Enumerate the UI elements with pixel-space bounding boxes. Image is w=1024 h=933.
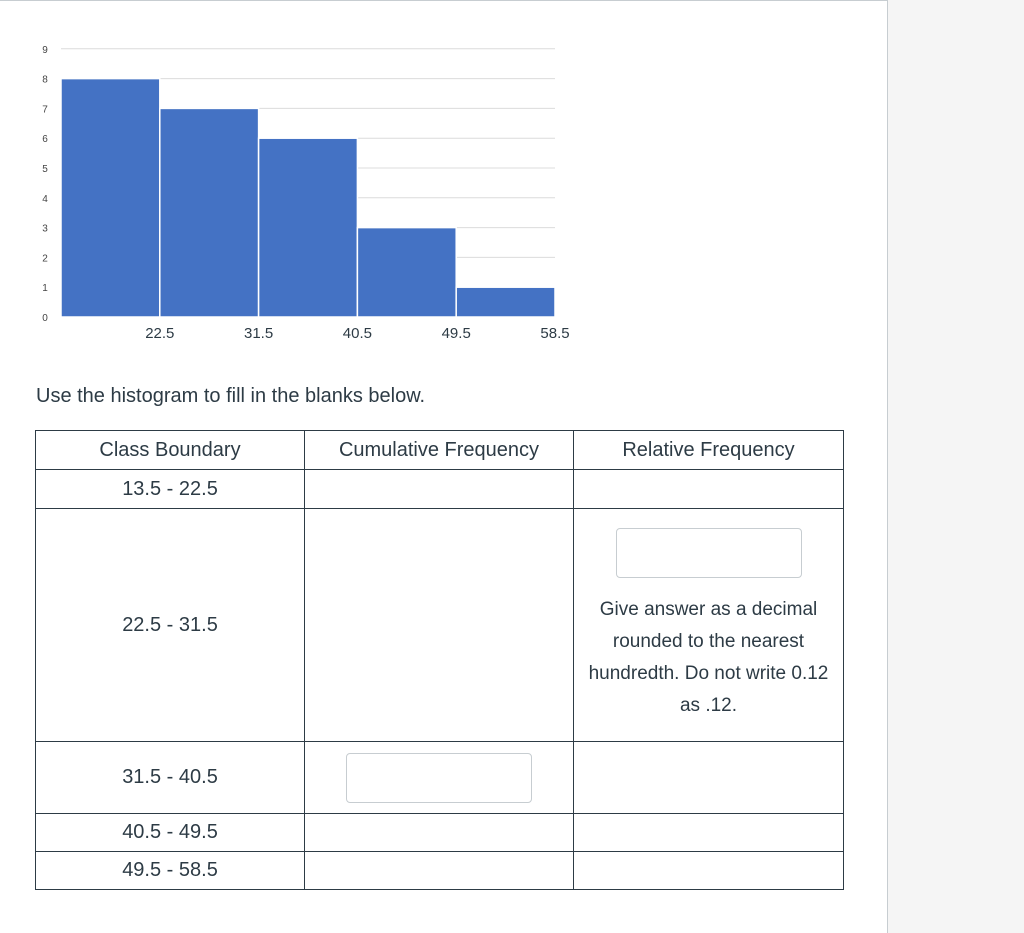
y-tick-label: 1 bbox=[42, 283, 48, 294]
x-tick-label: 31.5 bbox=[244, 325, 273, 342]
cumulative-frequency-cell bbox=[304, 469, 574, 509]
y-tick-label: 9 bbox=[42, 45, 48, 56]
x-tick-label: 40.5 bbox=[343, 325, 372, 342]
relative-frequency-cell bbox=[573, 741, 844, 814]
table-row: 22.5 - 31.5 Give answer as a decimal rou… bbox=[35, 508, 844, 742]
answer-hint: Give answer as a decimal rounded to the … bbox=[588, 599, 829, 716]
x-tick-label: 49.5 bbox=[442, 325, 471, 342]
histogram-bar bbox=[60, 77, 161, 318]
frequency-table: Class Boundary Cumulative Frequency Rela… bbox=[35, 430, 844, 890]
relative-frequency-cell bbox=[573, 469, 844, 509]
y-tick-label: 6 bbox=[42, 134, 48, 145]
histogram-bar bbox=[257, 137, 359, 318]
y-tick-label: 0 bbox=[42, 313, 48, 324]
y-tick-label: 2 bbox=[42, 253, 48, 264]
y-tick-label: 5 bbox=[42, 164, 48, 175]
header-cumulative-frequency: Cumulative Frequency bbox=[304, 430, 574, 470]
cumulative-frequency-cell bbox=[304, 813, 574, 852]
instructions-text: Use the histogram to fill in the blanks … bbox=[36, 385, 426, 407]
relative-frequency-cell bbox=[573, 851, 844, 890]
histogram-bar bbox=[159, 107, 260, 318]
histogram-bar bbox=[356, 226, 457, 318]
table-row: 40.5 - 49.5 bbox=[35, 813, 844, 852]
question-panel: 0 1 2 3 4 5 6 7 8 9 22.5 31.5 40.5 49.5 58.5 Use the … bbox=[0, 0, 888, 933]
y-tick-label: 4 bbox=[42, 194, 48, 205]
cumulative-frequency-cell bbox=[304, 508, 574, 742]
table-header-row: Class Boundary Cumulative Frequency Rela… bbox=[35, 430, 844, 470]
table-row: 49.5 - 58.5 bbox=[35, 851, 844, 890]
class-boundary-cell: 49.5 - 58.5 bbox=[35, 851, 305, 890]
cumulative-frequency-cell bbox=[304, 851, 574, 890]
y-tick-label: 3 bbox=[42, 224, 48, 235]
x-tick-label: 58.5 bbox=[540, 325, 569, 342]
class-boundary-cell: 13.5 - 22.5 bbox=[35, 469, 305, 509]
class-boundary-cell: 40.5 - 49.5 bbox=[35, 813, 305, 852]
cumulative-frequency-input[interactable] bbox=[346, 752, 532, 803]
class-boundary-cell: 22.5 - 31.5 bbox=[35, 508, 305, 742]
histogram-chart: 0 1 2 3 4 5 6 7 8 9 22.5 31.5 40.5 49.5 58.5 bbox=[42, 45, 569, 342]
table-row: 13.5 - 22.5 bbox=[35, 469, 844, 509]
relative-frequency-cell: Give answer as a decimal rounded to the … bbox=[573, 508, 844, 742]
class-boundary-cell: 31.5 - 40.5 bbox=[35, 741, 305, 814]
header-relative-frequency: Relative Frequency bbox=[573, 430, 844, 470]
relative-frequency-input[interactable] bbox=[615, 528, 802, 578]
histogram-bar bbox=[455, 286, 556, 318]
table-row: 31.5 - 40.5 bbox=[35, 741, 844, 814]
y-tick-label: 7 bbox=[42, 104, 48, 115]
relative-frequency-cell bbox=[573, 813, 844, 852]
cumulative-frequency-cell bbox=[304, 741, 574, 814]
y-tick-label: 8 bbox=[42, 75, 48, 86]
header-class-boundary: Class Boundary bbox=[35, 430, 305, 470]
x-tick-label: 22.5 bbox=[145, 325, 174, 342]
